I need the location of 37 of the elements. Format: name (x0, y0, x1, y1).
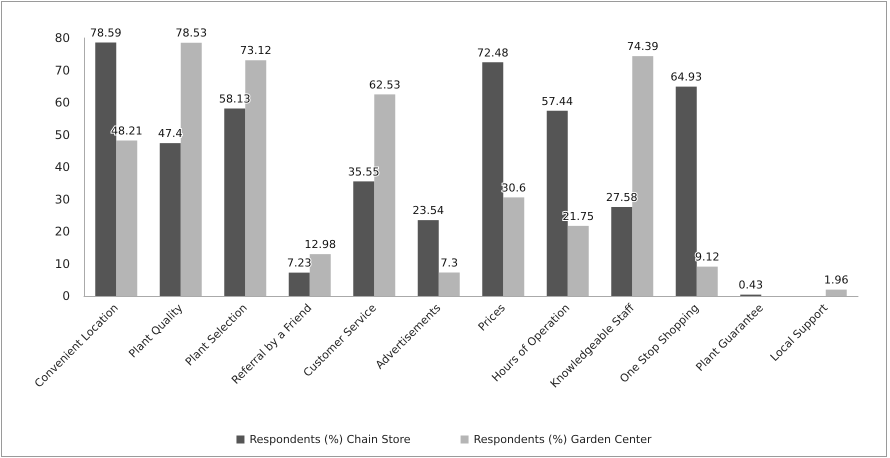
y-tick-label: 40 (54, 160, 70, 174)
data-label: 78.59 (90, 26, 122, 40)
bar (353, 181, 374, 296)
bar (160, 143, 181, 296)
y-tick-label: 80 (54, 31, 70, 45)
legend-label: Respondents (%) Garden Center (474, 433, 652, 446)
bar (482, 62, 504, 296)
y-tick-label: 30 (54, 192, 70, 206)
y-tick-label: 10 (54, 256, 70, 271)
data-label: 23.54 (412, 204, 444, 218)
data-label: 78.53 (176, 26, 207, 40)
legend-label: Respondents (%) Chain Store (249, 433, 411, 446)
y-tick-label: 60 (54, 96, 70, 110)
data-label: 62.53 (369, 78, 400, 92)
bar (611, 207, 632, 296)
bar (288, 272, 310, 296)
bar (224, 108, 246, 296)
y-tick-label: 50 (54, 128, 70, 142)
bar (418, 220, 439, 296)
data-label: 35.55 (348, 165, 380, 178)
y-tick-label: 20 (54, 224, 70, 238)
data-label: 58.13 (219, 92, 250, 106)
data-label: 7.3 (440, 256, 458, 270)
data-label: 72.48 (477, 46, 508, 60)
bar (676, 86, 697, 296)
data-label: 57.44 (542, 94, 573, 108)
data-label: 27.58 (606, 191, 638, 204)
data-label: 1.96 (824, 274, 848, 287)
y-tick-label: 70 (54, 63, 70, 78)
data-label: 64.93 (670, 70, 702, 84)
y-tick-label: 0 (62, 289, 70, 303)
data-label: 0.43 (738, 278, 763, 292)
data-label: 73.12 (240, 44, 272, 58)
data-label: 74.39 (627, 40, 658, 54)
data-label: 12.98 (304, 238, 336, 252)
data-label: 7.23 (287, 256, 312, 270)
data-label: 47.4 (158, 127, 182, 140)
